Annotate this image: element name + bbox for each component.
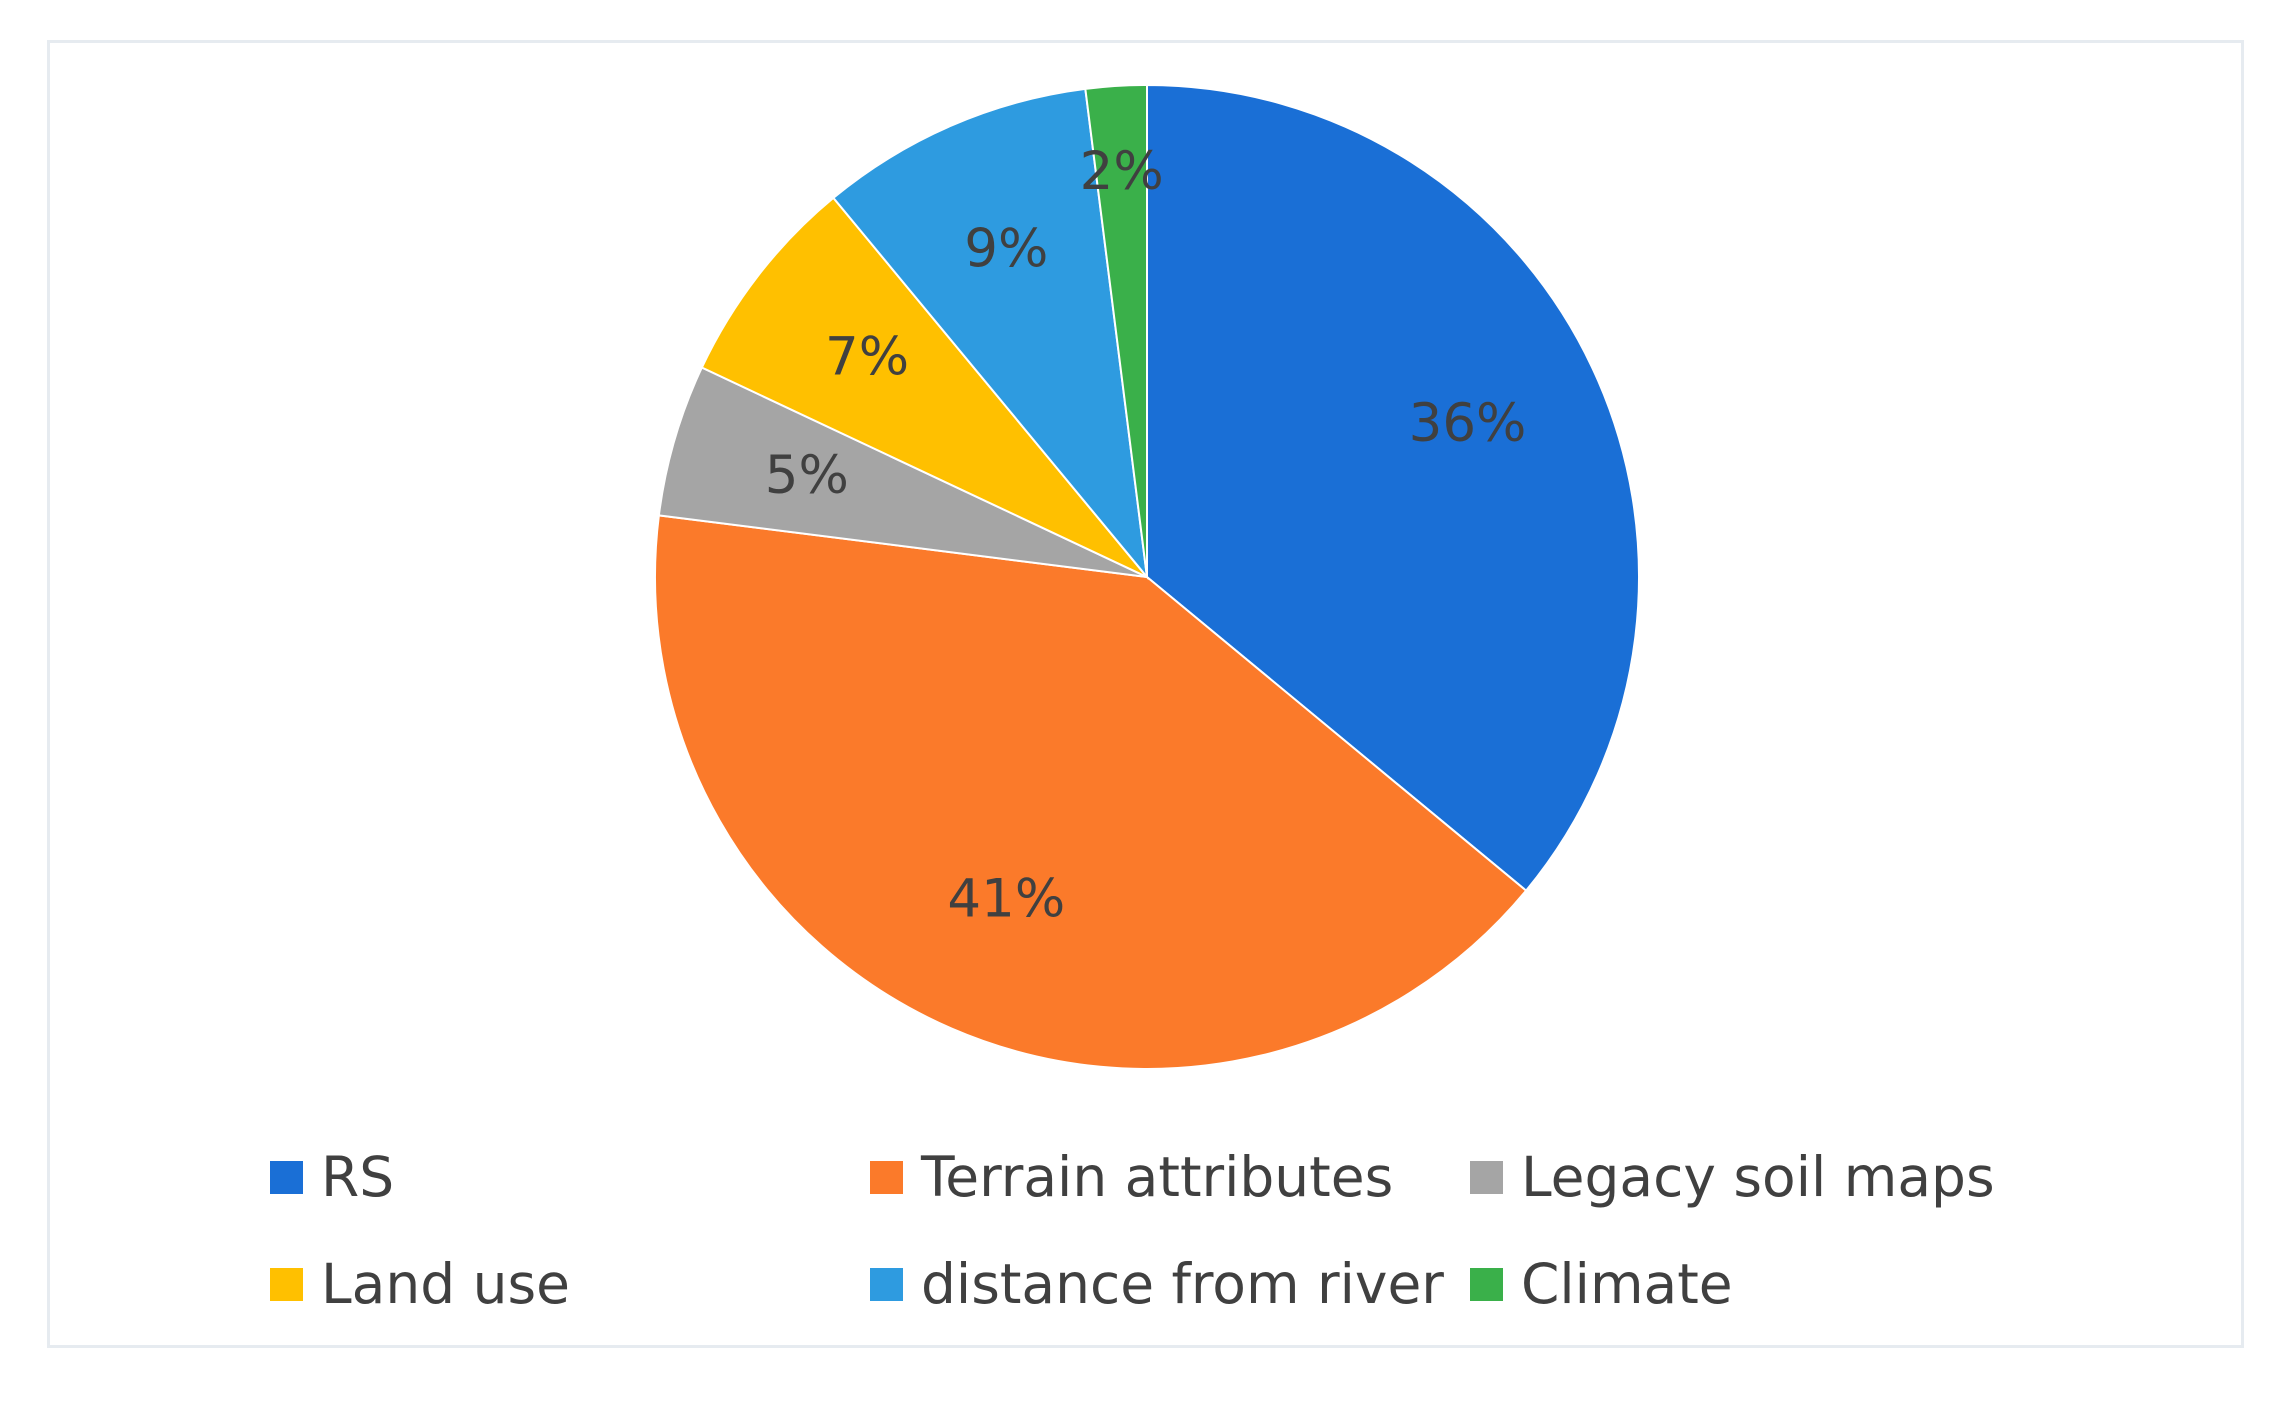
pie-data-label-rs: 36% [1409,393,1527,454]
pie-slice-land-use [700,196,1148,578]
legend-label-distance-from-river: distance from river [921,1252,1444,1316]
pie-slice-rs [1146,83,1640,893]
legend-swatch-climate [1470,1268,1503,1301]
pie-slice-terrain-attributes [654,514,1528,1070]
pie-data-label-terrain-attributes: 41% [947,869,1065,930]
legend-item-legacy-soil-maps: Legacy soil maps [1470,1150,1995,1205]
pie-data-label-legacy-soil-maps: 5% [765,445,849,506]
legend-label-climate: Climate [1521,1252,1733,1316]
legend-swatch-rs [270,1161,303,1194]
legend-item-land-use: Land use [270,1257,570,1312]
pie-data-label-distance-from-river: 9% [964,219,1048,280]
legend-swatch-distance-from-river [870,1268,903,1301]
pie-slices [654,83,1640,1070]
legend-swatch-legacy-soil-maps [1470,1161,1503,1194]
pie-data-label-climate: 2% [1080,141,1164,202]
legend-label-legacy-soil-maps: Legacy soil maps [1521,1145,1995,1209]
pie-slice-legacy-soil-maps [657,366,1148,578]
legend-item-terrain-attributes: Terrain attributes [870,1150,1393,1205]
pie-slice-climate [1084,83,1148,578]
legend-swatch-terrain-attributes [870,1161,903,1194]
legend-item-climate: Climate [1470,1257,1733,1312]
legend-label-land-use: Land use [321,1252,570,1316]
pie-slice-distance-from-river [831,87,1149,581]
legend-swatch-land-use [270,1268,303,1301]
legend-label-terrain-attributes: Terrain attributes [921,1145,1394,1209]
legend-label-rs: RS [321,1145,395,1209]
legend-item-distance-from-river: distance from river [870,1257,1444,1312]
pie-data-label-land-use: 7% [825,327,909,388]
pie-data-labels: 36% 41% 5% 7% 9% 2% [765,141,1527,930]
legend-item-rs: RS [270,1150,394,1205]
